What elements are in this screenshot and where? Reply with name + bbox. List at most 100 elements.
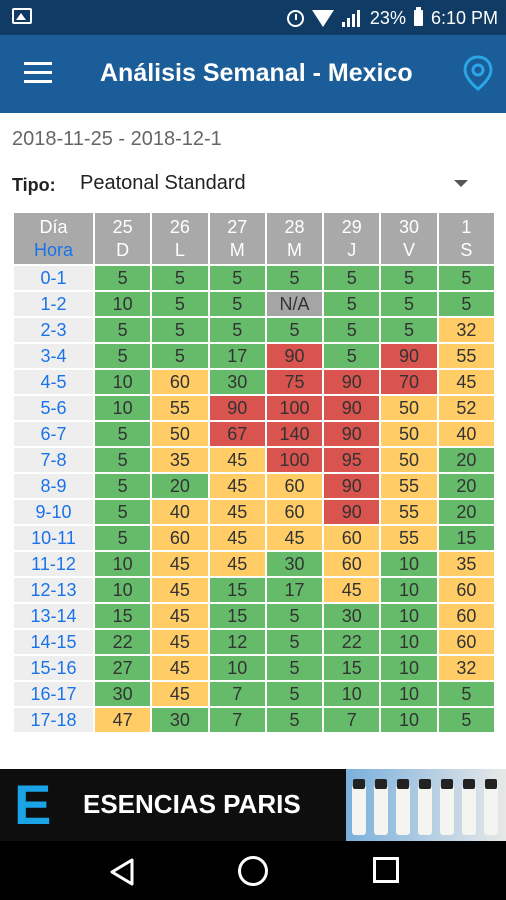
value-cell: 30 (266, 552, 323, 576)
value-cell: 32 (438, 656, 494, 680)
value-cell: 20 (438, 448, 494, 472)
value-cell: 60 (438, 578, 494, 602)
value-cell: 90 (324, 422, 380, 446)
value-cell: 60 (152, 370, 208, 394)
value-cell: 55 (152, 396, 208, 420)
value-cell: 60 (266, 500, 323, 524)
value-cell: 90 (381, 344, 437, 368)
value-cell: 5 (266, 604, 323, 628)
value-cell: 15 (324, 656, 380, 680)
tipo-dropdown[interactable]: Peatonal Standard (80, 172, 246, 194)
day-letter: M (286, 239, 302, 260)
hour-label: Hora (33, 239, 73, 260)
signal-icon (341, 9, 362, 27)
value-cell: 45 (324, 578, 380, 602)
value-cell: 5 (95, 474, 151, 498)
value-cell: 45 (152, 656, 208, 680)
hour-cell: 4-5 (14, 370, 93, 394)
location-pin-icon[interactable] (462, 55, 494, 91)
value-cell: 27 (95, 656, 151, 680)
dropdown-arrow-icon[interactable] (454, 180, 468, 187)
value-cell: 5 (266, 656, 323, 680)
value-cell: 45 (266, 526, 323, 550)
table-row: 1-2 10 5 5 N/A 5 5 5 (14, 292, 494, 316)
value-cell: 40 (152, 500, 208, 524)
value-cell: 32 (438, 318, 494, 342)
value-cell: 70 (381, 370, 437, 394)
value-cell: 5 (152, 344, 208, 368)
hour-cell: 13-14 (14, 604, 93, 628)
day-header: 30 V (381, 213, 437, 264)
value-cell: 20 (438, 500, 494, 524)
value-cell: 5 (438, 708, 494, 732)
image-notification-icon (12, 8, 32, 24)
status-bar: 23% 6:10 PM (0, 0, 506, 35)
hour-cell: 8-9 (14, 474, 93, 498)
value-cell: 90 (209, 396, 265, 420)
value-cell: 95 (324, 448, 380, 472)
navigation-bar (0, 841, 506, 900)
table-row: 3-4 5 5 17 90 5 90 55 (14, 344, 494, 368)
value-cell: 140 (266, 422, 323, 446)
day-letter: D (116, 239, 130, 260)
hour-cell: 16-17 (14, 682, 93, 706)
value-cell: 45 (152, 604, 208, 628)
value-cell: 45 (209, 474, 265, 498)
day-letter: V (403, 239, 416, 260)
value-cell: 45 (152, 578, 208, 602)
hour-cell: 14-15 (14, 630, 93, 654)
value-cell: 67 (209, 422, 265, 446)
value-cell: 40 (438, 422, 494, 446)
ad-banner[interactable]: E ESENCIAS PARIS (0, 769, 506, 841)
hour-cell: 10-11 (14, 526, 93, 550)
value-cell: 10 (95, 578, 151, 602)
ad-text: ESENCIAS PARIS (83, 789, 301, 819)
value-cell: N/A (266, 292, 323, 316)
value-cell: 10 (324, 682, 380, 706)
value-cell: 7 (209, 682, 265, 706)
alarm-icon (286, 9, 304, 27)
hour-cell: 11-12 (14, 552, 93, 576)
hour-cell: 5-6 (14, 396, 93, 420)
value-cell: 10 (95, 396, 151, 420)
hour-cell: 9-10 (14, 500, 93, 524)
back-icon[interactable] (108, 857, 136, 887)
day-header: 27 M (209, 213, 265, 264)
value-cell: 75 (266, 370, 323, 394)
value-cell: 5 (95, 318, 151, 342)
value-cell: 22 (324, 630, 380, 654)
value-cell: 5 (152, 266, 208, 290)
value-cell: 45 (152, 552, 208, 576)
value-cell: 5 (324, 292, 380, 316)
day-number: 1 (461, 216, 472, 237)
day-number: 26 (169, 216, 190, 237)
hour-cell: 0-1 (14, 266, 93, 290)
hour-cell: 2-3 (14, 318, 93, 342)
ad-logo: E (14, 773, 52, 836)
value-cell: 60 (266, 474, 323, 498)
value-cell: 5 (209, 292, 265, 316)
value-cell: 5 (95, 526, 151, 550)
value-cell: 10 (209, 656, 265, 680)
value-cell: 52 (438, 396, 494, 420)
value-cell: 10 (381, 708, 437, 732)
hour-cell: 6-7 (14, 422, 93, 446)
value-cell: 5 (95, 266, 151, 290)
battery-icon (413, 7, 423, 26)
recent-apps-icon[interactable] (373, 857, 399, 883)
hour-cell: 7-8 (14, 448, 93, 472)
tipo-label: Tipo: (12, 175, 56, 195)
menu-icon[interactable] (24, 62, 52, 84)
table-row: 16-17 30 45 7 5 10 10 5 (14, 682, 494, 706)
value-cell: 45 (209, 526, 265, 550)
battery-percent: 23% (369, 7, 406, 28)
value-cell: 45 (209, 448, 265, 472)
value-cell: 5 (266, 318, 323, 342)
day-header: 29 J (324, 213, 380, 264)
value-cell: 17 (266, 578, 323, 602)
home-icon[interactable] (238, 856, 268, 886)
value-cell: 5 (324, 318, 380, 342)
value-cell: 10 (381, 578, 437, 602)
value-cell: 35 (152, 448, 208, 472)
value-cell: 10 (95, 552, 151, 576)
